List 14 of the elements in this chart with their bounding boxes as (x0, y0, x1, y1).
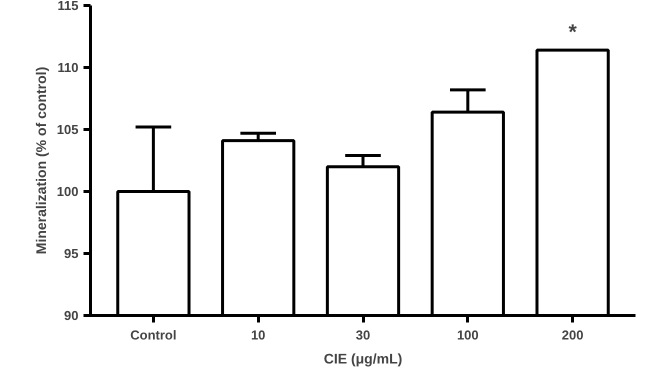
x-tick-label: Control (130, 328, 176, 342)
x-tick-label: 100 (456, 328, 479, 342)
x-tick-label: 10 (250, 328, 266, 342)
y-tick-label: 115 (58, 0, 79, 13)
x-tick-label: 200 (562, 328, 584, 342)
x-axis-title: CIE (μg/mL) (324, 350, 402, 366)
y-tick-label: 95 (64, 246, 79, 261)
y-tick-label: 110 (58, 60, 79, 75)
annotation: * (568, 20, 578, 44)
x-tick-label: 30 (356, 328, 370, 342)
y-tick-label: 100 (56, 184, 79, 199)
y-tick-label: 105 (56, 122, 79, 137)
y-axis-title: Mineralization (% of control) (32, 66, 49, 254)
y-tick-label: 90 (64, 308, 79, 323)
